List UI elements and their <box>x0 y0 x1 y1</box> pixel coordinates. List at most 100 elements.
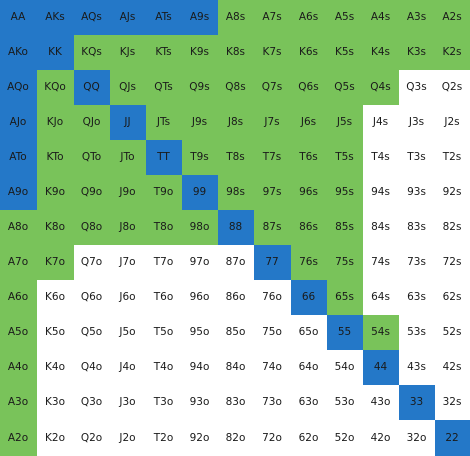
hand-cell: Q8o <box>74 210 110 245</box>
hand-cell: 76o <box>254 280 291 315</box>
hand-cell: K9s <box>182 35 218 70</box>
hand-cell: K6o <box>37 280 74 315</box>
hand-cell: AKo <box>0 35 37 70</box>
hand-cell: 88 <box>218 210 254 245</box>
hand-cell: 99 <box>182 175 218 210</box>
hand-cell: Q8s <box>218 70 254 105</box>
hand-cell: Q4s <box>363 70 399 105</box>
hand-cell: 55 <box>327 315 363 350</box>
hand-cell: AJs <box>110 0 146 35</box>
hand-cell: J9o <box>110 175 146 210</box>
hand-cell: A2s <box>435 0 470 35</box>
hand-cell: 83s <box>399 210 435 245</box>
hand-cell: 83o <box>218 385 254 420</box>
hand-cell: K5s <box>327 35 363 70</box>
hand-cell: T7s <box>254 140 291 175</box>
hand-cell: KQo <box>37 70 74 105</box>
hand-cell: QJo <box>74 105 110 140</box>
hand-cell: A6s <box>291 0 327 35</box>
hand-cell: AKs <box>37 0 74 35</box>
hand-cell: 63o <box>291 385 327 420</box>
hand-cell: K2s <box>435 35 470 70</box>
hand-cell: JTo <box>110 140 146 175</box>
hand-cell: K5o <box>37 315 74 350</box>
hand-cell: 77 <box>254 245 291 280</box>
hand-cell: J7s <box>254 105 291 140</box>
hand-cell: A8o <box>0 210 37 245</box>
hand-cell: J8o <box>110 210 146 245</box>
hand-cell: T7o <box>146 245 182 280</box>
hand-cell: T4o <box>146 350 182 385</box>
hand-cell: QTs <box>146 70 182 105</box>
hand-cell: J8s <box>218 105 254 140</box>
hand-cell: K3s <box>399 35 435 70</box>
hand-cell: AJo <box>0 105 37 140</box>
hand-cell: J4o <box>110 350 146 385</box>
hand-cell: 62s <box>435 280 470 315</box>
hand-cell: A3o <box>0 385 37 420</box>
hand-cell: 95o <box>182 315 218 350</box>
hand-cell: 86o <box>218 280 254 315</box>
hand-cell: J6s <box>291 105 327 140</box>
hand-cell: ATs <box>146 0 182 35</box>
hand-cell: KJo <box>37 105 74 140</box>
hand-cell: Q5o <box>74 315 110 350</box>
hand-cell: A8s <box>218 0 254 35</box>
hand-cell: K4s <box>363 35 399 70</box>
hand-cell: 42o <box>363 420 399 456</box>
hand-cell: T9s <box>182 140 218 175</box>
hand-cell: 94s <box>363 175 399 210</box>
hand-cell: T9o <box>146 175 182 210</box>
hand-cell: AQo <box>0 70 37 105</box>
hand-cell: J5s <box>327 105 363 140</box>
hand-cell: KJs <box>110 35 146 70</box>
hand-cell: K8s <box>218 35 254 70</box>
hand-cell: 94o <box>182 350 218 385</box>
hand-cell: Q6o <box>74 280 110 315</box>
hand-cell: 96s <box>291 175 327 210</box>
hand-cell: 92s <box>435 175 470 210</box>
hand-cell: 98o <box>182 210 218 245</box>
hand-cell: A9o <box>0 175 37 210</box>
hand-cell: KK <box>37 35 74 70</box>
hand-cell: 63s <box>399 280 435 315</box>
hand-cell: J3o <box>110 385 146 420</box>
hand-cell: 53o <box>327 385 363 420</box>
hand-cell: T5s <box>327 140 363 175</box>
hand-cell: 42s <box>435 350 470 385</box>
hand-cell: J2s <box>435 105 470 140</box>
hand-cell: Q3o <box>74 385 110 420</box>
hand-cell: A7s <box>254 0 291 35</box>
hand-cell: Q6s <box>291 70 327 105</box>
hand-cell: K2o <box>37 420 74 456</box>
hand-cell: 72o <box>254 420 291 456</box>
hand-cell: 72s <box>435 245 470 280</box>
hand-cell: TT <box>146 140 182 175</box>
hand-cell: ATo <box>0 140 37 175</box>
hand-cell: Q2s <box>435 70 470 105</box>
hand-cell: K6s <box>291 35 327 70</box>
hand-cell: J2o <box>110 420 146 456</box>
hand-cell: AQs <box>74 0 110 35</box>
hand-cell: 93s <box>399 175 435 210</box>
hand-cell: 32o <box>399 420 435 456</box>
hand-cell: K8o <box>37 210 74 245</box>
hand-cell: JJ <box>110 105 146 140</box>
hand-cell: 85o <box>218 315 254 350</box>
hand-cell: Q9s <box>182 70 218 105</box>
hand-cell: 85s <box>327 210 363 245</box>
hand-cell: 52o <box>327 420 363 456</box>
hand-cell: A5o <box>0 315 37 350</box>
hand-cell: K3o <box>37 385 74 420</box>
hand-cell: A9s <box>182 0 218 35</box>
hand-cell: T8o <box>146 210 182 245</box>
hand-cell: 86s <box>291 210 327 245</box>
hand-cell: QJs <box>110 70 146 105</box>
hand-cell: 32s <box>435 385 470 420</box>
hand-cell: T8s <box>218 140 254 175</box>
hand-cell: 53s <box>399 315 435 350</box>
hand-cell: KTo <box>37 140 74 175</box>
hand-cell: 97o <box>182 245 218 280</box>
hand-cell: 73s <box>399 245 435 280</box>
hand-cell: Q7s <box>254 70 291 105</box>
